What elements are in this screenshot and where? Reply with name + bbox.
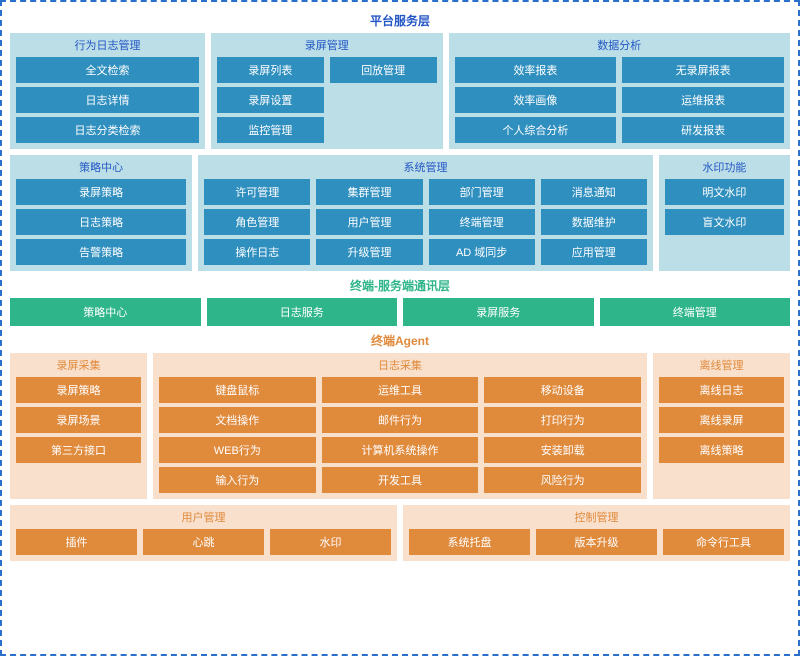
module-item: 水印: [270, 529, 391, 555]
module-group: 日志采集键盘鼠标文档操作 WEB行为输入行为 运维工具邮件行为计算机系统操作开发工具…: [153, 353, 647, 499]
module-item: 离线策略: [659, 437, 784, 463]
module-item: 终端管理: [429, 209, 535, 235]
module-group: 策略中心录屏策略日志策略告警策略: [10, 155, 192, 271]
module-item: 操作日志: [204, 239, 310, 265]
module-item: 运维报表: [622, 87, 784, 113]
module-item: 录屏服务: [403, 298, 594, 326]
agent-layer-title: 终端Agent: [10, 332, 790, 349]
module-item: 计算机系统操作: [322, 437, 479, 463]
module-group: 录屏管理录屏列表录屏设置监控管理 回放管理: [211, 33, 443, 149]
module-item: 风险行为: [484, 467, 641, 493]
group-title: 策略中心: [16, 159, 186, 175]
module-item: 键盘鼠标: [159, 377, 316, 403]
module-item: 版本升级: [536, 529, 657, 555]
module-item: 个人综合分析: [455, 117, 617, 143]
module-item: 心跳: [143, 529, 264, 555]
module-item: 录屏列表: [217, 57, 324, 83]
module-item: 效率报表: [455, 57, 617, 83]
module-item: 第三方接口: [16, 437, 141, 463]
module-item: 打印行为: [484, 407, 641, 433]
module-item: 插件: [16, 529, 137, 555]
terminal-layer-title: 终端-服务端通讯层: [10, 277, 790, 294]
module-item: 开发工具: [322, 467, 479, 493]
module-item: 文档操作: [159, 407, 316, 433]
module-item: 日志策略: [16, 209, 186, 235]
module-item: AD 域同步: [429, 239, 535, 265]
module-item: 角色管理: [204, 209, 310, 235]
module-group: 录屏采集录屏策略录屏场景第三方接口: [10, 353, 147, 499]
module-item: 离线录屏: [659, 407, 784, 433]
module-group: 系统管理许可管理角色管理操作日志 集群管理用户管理升级管理 部门管理终端管理 AD 域…: [198, 155, 653, 271]
module-item: 告警策略: [16, 239, 186, 265]
module-item: 录屏策略: [16, 377, 141, 403]
module-item: 监控管理: [217, 117, 324, 143]
group-title: 用户管理: [16, 509, 391, 525]
module-group: 用户管理插件心跳水印: [10, 505, 397, 561]
module-item: 邮件行为: [322, 407, 479, 433]
module-item: 日志详情: [16, 87, 199, 113]
group-title: 系统管理: [204, 159, 647, 175]
module-item: 离线日志: [659, 377, 784, 403]
module-item: 安装卸载: [484, 437, 641, 463]
agent-row-2: 用户管理插件心跳水印控制管理系统托盘版本升级命令行工具: [10, 505, 790, 561]
module-group: 控制管理系统托盘版本升级命令行工具: [403, 505, 790, 561]
module-item: 输入行为: [159, 467, 316, 493]
module-item: 升级管理: [316, 239, 422, 265]
module-item: 终端管理: [600, 298, 791, 326]
module-item: WEB行为: [159, 437, 316, 463]
platform-row-2: 策略中心录屏策略日志策略告警策略系统管理许可管理角色管理操作日志集群管理用户管理…: [10, 155, 790, 271]
module-item: 盲文水印: [665, 209, 784, 235]
group-title: 日志采集: [159, 357, 641, 373]
group-title: 录屏管理: [217, 37, 437, 53]
module-item: 用户管理: [316, 209, 422, 235]
module-item: 许可管理: [204, 179, 310, 205]
platform-row-1: 行为日志管理全文检索日志详情日志分类检索录屏管理录屏列表录屏设置监控管理回放管理…: [10, 33, 790, 149]
module-group: 行为日志管理全文检索日志详情日志分类检索: [10, 33, 205, 149]
module-item: 数据维护: [541, 209, 647, 235]
module-item: 全文检索: [16, 57, 199, 83]
group-title: 离线管理: [659, 357, 784, 373]
module-item: 日志服务: [207, 298, 398, 326]
module-item: 集群管理: [316, 179, 422, 205]
agent-row-1: 录屏采集录屏策略录屏场景第三方接口日志采集键盘鼠标文档操作WEB行为输入行为运维…: [10, 353, 790, 499]
group-title: 录屏采集: [16, 357, 141, 373]
module-item: 策略中心: [10, 298, 201, 326]
module-item: 部门管理: [429, 179, 535, 205]
module-item: 命令行工具: [663, 529, 784, 555]
terminal-row: 策略中心日志服务录屏服务终端管理: [10, 298, 790, 326]
module-item: 研发报表: [622, 117, 784, 143]
module-item: 移动设备: [484, 377, 641, 403]
module-group: 数据分析效率报表效率画像个人综合分析 无录屏报表运维报表研发报表: [449, 33, 790, 149]
group-title: 数据分析: [455, 37, 784, 53]
module-item: 应用管理: [541, 239, 647, 265]
module-item: 运维工具: [322, 377, 479, 403]
module-item: 回放管理: [330, 57, 437, 83]
module-item: 录屏策略: [16, 179, 186, 205]
module-item: 系统托盘: [409, 529, 530, 555]
module-group: 水印功能明文水印盲文水印: [659, 155, 790, 271]
group-title: 行为日志管理: [16, 37, 199, 53]
group-title: 控制管理: [409, 509, 784, 525]
group-title: 水印功能: [665, 159, 784, 175]
module-item: 录屏设置: [217, 87, 324, 113]
module-item: 效率画像: [455, 87, 617, 113]
module-group: 离线管理离线日志离线录屏离线策略: [653, 353, 790, 499]
module-item: 明文水印: [665, 179, 784, 205]
module-item: 消息通知: [541, 179, 647, 205]
module-item: 日志分类检索: [16, 117, 199, 143]
platform-layer-title: 平台服务层: [10, 12, 790, 29]
module-item: 录屏场景: [16, 407, 141, 433]
module-item: 无录屏报表: [622, 57, 784, 83]
